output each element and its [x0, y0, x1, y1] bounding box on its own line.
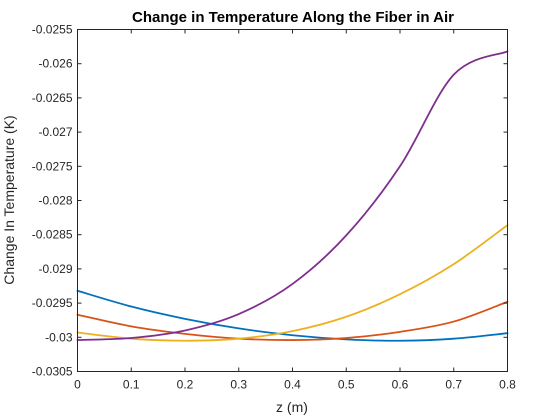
y-axis-label: Change In Temperature (K) [1, 115, 17, 284]
chart-title: Change in Temperature Along the Fiber in… [132, 9, 454, 26]
x-tick-label: 0.5 [338, 378, 355, 392]
x-tick-label: 0.4 [284, 378, 301, 392]
x-tick-label: 0.2 [177, 378, 194, 392]
x-tick-label: 0.7 [445, 378, 462, 392]
y-tick-label: -0.026 [38, 57, 72, 71]
series-layer [76, 50, 509, 342]
y-tick-label: -0.0295 [32, 296, 73, 310]
y-tick-label: -0.027 [38, 125, 72, 139]
y-tick-label: -0.029 [38, 262, 72, 276]
y-tick-label: -0.028 [38, 194, 72, 208]
y-tick-label: -0.03 [45, 330, 73, 344]
x-tick-label: 0 [74, 378, 81, 392]
y-tick-label: -0.0305 [32, 365, 73, 379]
x-axis: 0 0.1 0.2 0.3 0.4 0.5 0.6 0.7 0.8 [74, 29, 516, 392]
x-axis-label: z (m) [276, 399, 308, 415]
x-tick-label: 0.6 [392, 378, 409, 392]
x-tick-label: 0.8 [499, 378, 516, 392]
series-line-4 [76, 50, 509, 341]
x-tick-label: 0.1 [123, 378, 140, 392]
y-axis: -0.0255 -0.026 -0.0265 -0.027 -0.0275 -0.028 -… [32, 23, 508, 379]
y-tick-label: -0.0255 [32, 23, 73, 37]
x-tick-label: 0.3 [230, 378, 247, 392]
y-tick-label: -0.0275 [32, 159, 73, 173]
y-tick-label: -0.0285 [32, 228, 73, 242]
y-tick-label: -0.0265 [32, 91, 73, 105]
series-line-1 [76, 289, 509, 342]
series-line-3 [76, 224, 509, 342]
series-line-2 [76, 300, 509, 341]
